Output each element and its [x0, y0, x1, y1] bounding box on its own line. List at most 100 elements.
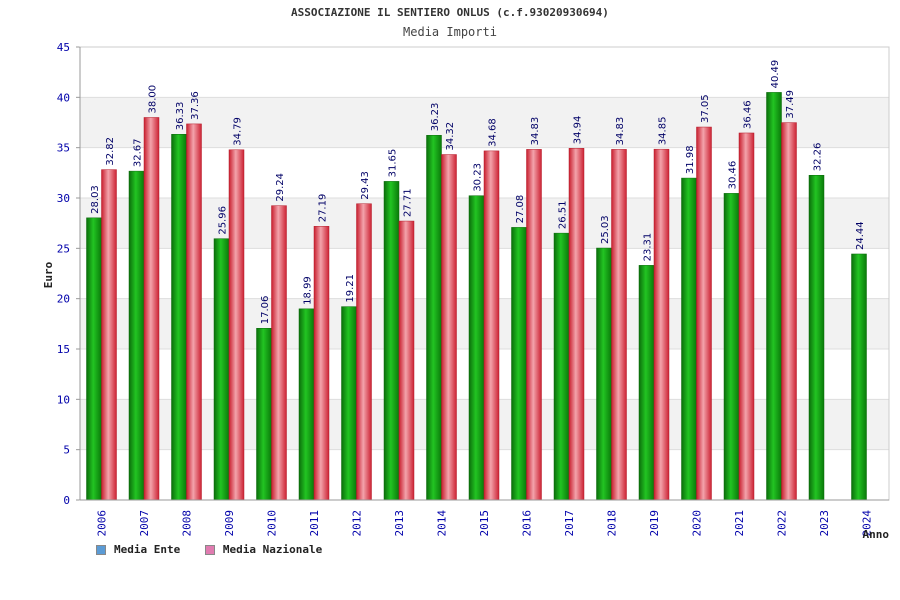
- bar-media-nazionale-2006: [101, 169, 117, 501]
- bar-value-label: 18.99: [303, 276, 314, 305]
- bar-media-ente-2012: [341, 306, 357, 501]
- x-tick-label: 2008: [181, 510, 194, 537]
- bar-media-nazionale-2013: [398, 220, 415, 501]
- bar-value-label: 25.03: [600, 215, 611, 244]
- legend-swatch-media-ente: [96, 544, 106, 555]
- bar-media-ente-2008: [171, 134, 187, 501]
- bar-media-nazionale-2012: [356, 203, 372, 501]
- y-tick-label: 35: [57, 142, 70, 155]
- bar-media-ente-2010: [256, 328, 272, 501]
- y-tick-label: 5: [63, 444, 70, 457]
- bar-media-ente-2022: [766, 92, 782, 501]
- bar-media-ente-2007: [128, 170, 145, 501]
- bar-value-label: 34.68: [488, 118, 499, 147]
- x-tick-label: 2014: [436, 510, 449, 537]
- bar-media-ente-2019: [638, 265, 655, 501]
- legend-label-media-nazionale: Media Nazionale: [222, 543, 323, 556]
- bar-value-label: 23.31: [643, 233, 654, 262]
- chart-title: ASSOCIAZIONE IL SENTIERO ONLUS (c.f.9302…: [291, 6, 609, 19]
- bar-value-label: 32.82: [105, 137, 116, 166]
- bar-media-ente-2017: [553, 232, 570, 501]
- bar-value-label: 24.44: [855, 221, 866, 250]
- chart-subtitle: Media Importi: [403, 25, 497, 39]
- y-tick-label: 10: [57, 393, 70, 406]
- bar-media-ente-2011: [298, 308, 315, 501]
- bar-media-nazionale-2018: [611, 149, 627, 501]
- bar-value-label: 29.43: [360, 171, 371, 200]
- x-tick-label: 2016: [521, 510, 534, 537]
- bar-media-nazionale-2015: [483, 150, 500, 501]
- bar-media-ente-2024: [851, 253, 867, 501]
- bar-value-label: 38.00: [148, 85, 159, 114]
- bar-media-nazionale-2020: [696, 126, 712, 501]
- legend: Media Ente Media Nazionale: [96, 543, 340, 558]
- x-tick-label: 2019: [648, 510, 661, 537]
- x-axis-title: Anno: [863, 528, 890, 541]
- x-tick-label: 2009: [223, 510, 236, 537]
- bar-media-nazionale-2022: [781, 122, 797, 501]
- bar-value-label: 34.79: [233, 117, 244, 146]
- bar-value-label: 17.06: [260, 296, 271, 325]
- bar-value-label: 26.51: [558, 200, 569, 229]
- bar-value-label: 31.65: [388, 149, 399, 178]
- legend-item-media-ente: Media Ente: [96, 543, 180, 556]
- bar-media-nazionale-2009: [228, 149, 245, 501]
- bar-value-label: 28.03: [90, 185, 101, 214]
- y-tick-label: 40: [57, 91, 70, 104]
- bar-value-label: 32.26: [813, 143, 824, 172]
- x-tick-label: 2007: [138, 510, 151, 537]
- y-tick-label: 15: [57, 343, 70, 356]
- bar-value-label: 32.67: [133, 138, 144, 167]
- bar-media-nazionale-2008: [186, 123, 202, 501]
- bar-value-label: 34.83: [615, 117, 626, 146]
- bar-value-label: 34.32: [445, 122, 456, 151]
- bar-value-label: 27.08: [515, 195, 526, 224]
- bar-media-ente-2016: [511, 227, 527, 501]
- bar-media-nazionale-2010: [271, 205, 287, 501]
- bar-media-nazionale-2007: [143, 117, 160, 501]
- bar-media-ente-2023: [808, 174, 825, 501]
- x-tick-label: 2024: [861, 510, 874, 537]
- x-tick-label: 2021: [733, 510, 746, 537]
- y-tick-label: 25: [57, 242, 70, 255]
- bar-media-nazionale-2014: [441, 154, 457, 501]
- bar-media-nazionale-2017: [568, 148, 585, 501]
- x-tick-label: 2011: [308, 510, 321, 537]
- bar-value-label: 34.83: [530, 117, 541, 146]
- x-tick-label: 2023: [818, 510, 831, 537]
- bar-value-label: 36.46: [743, 100, 754, 129]
- bar-media-nazionale-2016: [526, 149, 542, 501]
- bar-media-ente-2006: [86, 217, 102, 501]
- x-tick-label: 2012: [351, 510, 364, 537]
- bar-value-label: 40.49: [770, 60, 781, 89]
- y-tick-label: 20: [57, 293, 70, 306]
- bar-media-ente-2013: [383, 181, 400, 501]
- bar-media-ente-2015: [468, 195, 485, 501]
- bar-value-label: 37.36: [190, 91, 201, 120]
- bar-value-label: 34.94: [573, 116, 584, 145]
- x-tick-label: 2017: [563, 510, 576, 537]
- bar-value-label: 27.71: [403, 188, 414, 217]
- bar-value-label: 34.85: [658, 117, 669, 146]
- bar-value-label: 30.46: [728, 161, 739, 190]
- bar-value-label: 19.21: [345, 274, 356, 303]
- bar-value-label: 37.49: [785, 90, 796, 119]
- x-tick-label: 2015: [478, 510, 491, 537]
- x-tick-label: 2022: [776, 510, 789, 537]
- legend-swatch-media-nazionale: [204, 544, 215, 555]
- y-axis-title: Euro: [42, 261, 55, 288]
- bar-value-label: 30.23: [473, 163, 484, 192]
- bar-media-ente-2018: [596, 247, 612, 501]
- bar-value-label: 29.24: [275, 173, 286, 202]
- bar-media-ente-2021: [723, 193, 740, 501]
- bar-media-nazionale-2021: [738, 132, 755, 501]
- bar-media-ente-2014: [426, 135, 442, 501]
- legend-label-media-ente: Media Ente: [114, 543, 181, 556]
- bar-media-ente-2020: [681, 177, 697, 501]
- bar-value-label: 31.98: [685, 145, 696, 174]
- bar-media-nazionale-2011: [313, 226, 330, 501]
- x-tick-label: 2018: [606, 510, 619, 537]
- bar-value-label: 37.05: [700, 94, 711, 123]
- bar-media-ente-2009: [213, 238, 230, 501]
- y-tick-label: 45: [57, 41, 70, 54]
